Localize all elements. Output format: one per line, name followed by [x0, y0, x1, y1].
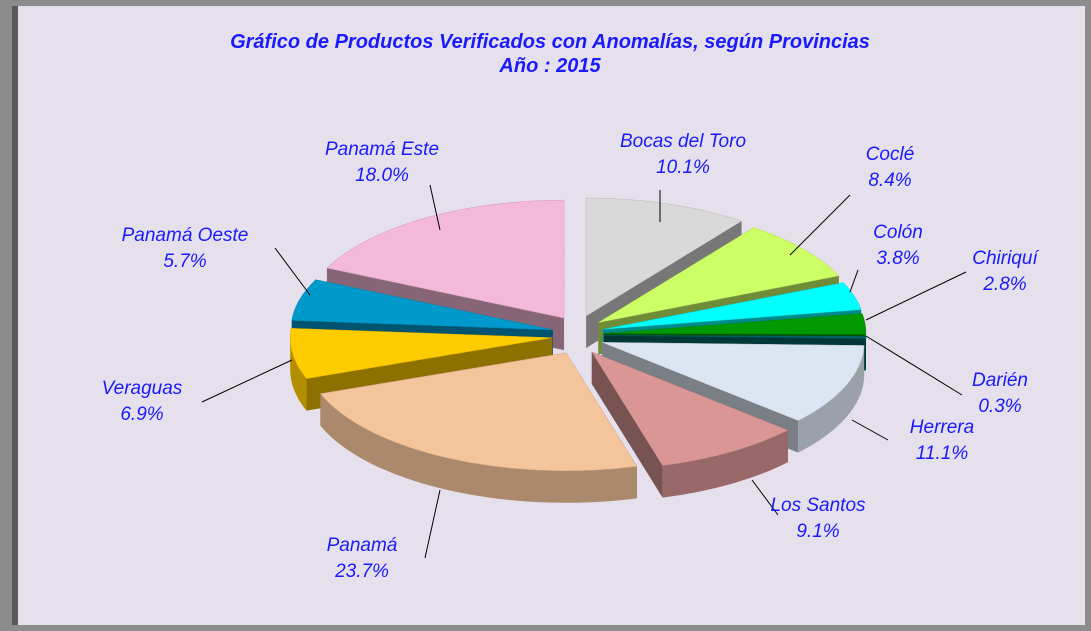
slice-value-label: 6.9% — [120, 404, 163, 425]
slice-label: Colón — [873, 222, 923, 243]
slice-group — [591, 351, 789, 498]
leader-line — [851, 419, 889, 441]
slice-group — [319, 352, 638, 503]
leader-line — [424, 489, 441, 559]
pie-slice — [290, 328, 553, 379]
slice-wall — [290, 337, 307, 411]
leader-line — [865, 335, 963, 396]
slice-wall — [320, 393, 637, 503]
slice-value-label: 3.8% — [876, 248, 919, 269]
slice-label: Panamá — [327, 535, 398, 556]
pie-slice — [602, 282, 862, 330]
pie-slice — [602, 342, 865, 421]
pie-slice — [591, 351, 789, 466]
pie-slice — [585, 197, 743, 317]
slice-label: Panamá Este — [325, 139, 439, 160]
slice-label: Herrera — [910, 417, 974, 438]
slice-value-label: 18.0% — [355, 165, 409, 186]
slice-label: Panamá Oeste — [122, 225, 249, 246]
slice-value-label: 8.4% — [868, 170, 911, 191]
slice-label: Bocas del Toro — [620, 131, 746, 152]
slice-wall — [798, 345, 865, 453]
leader-line — [849, 269, 859, 293]
leader-line — [789, 194, 851, 256]
slice-label: Chiriquí — [972, 248, 1039, 269]
slice-value-label: 0.3% — [978, 396, 1021, 417]
leader-line — [751, 479, 779, 516]
slice-label: Los Santos — [770, 495, 866, 516]
pie-slice — [598, 227, 840, 323]
slice-wall — [662, 430, 788, 498]
slice-side — [591, 351, 663, 498]
chart-title: Gráfico de Productos Verificados con Ano… — [230, 31, 870, 53]
leader-line — [274, 247, 311, 296]
slice-label: Veraguas — [102, 378, 183, 399]
chart-subtitle: Año : 2015 — [499, 55, 601, 77]
leader-line — [429, 184, 441, 231]
slice-label: Coclé — [866, 144, 915, 165]
pie-slice — [291, 279, 553, 331]
pie-slice — [603, 313, 867, 335]
slice-value-label: 11.1% — [916, 443, 969, 464]
slice-value-label: 5.7% — [163, 251, 206, 272]
pie-slice — [319, 352, 638, 472]
slice-value-label: 2.8% — [982, 274, 1026, 295]
leader-line — [201, 359, 293, 403]
slice-value-label: 23.7% — [334, 561, 389, 582]
slice-value-label: 9.1% — [796, 521, 839, 542]
chart-title-block: Gráfico de Productos Verificados con Ano… — [190, 30, 910, 78]
slice-value-label: 10.1% — [656, 157, 710, 178]
pie-slice — [326, 199, 565, 319]
leader-line — [865, 271, 967, 321]
slice-label: Darién — [972, 370, 1028, 391]
